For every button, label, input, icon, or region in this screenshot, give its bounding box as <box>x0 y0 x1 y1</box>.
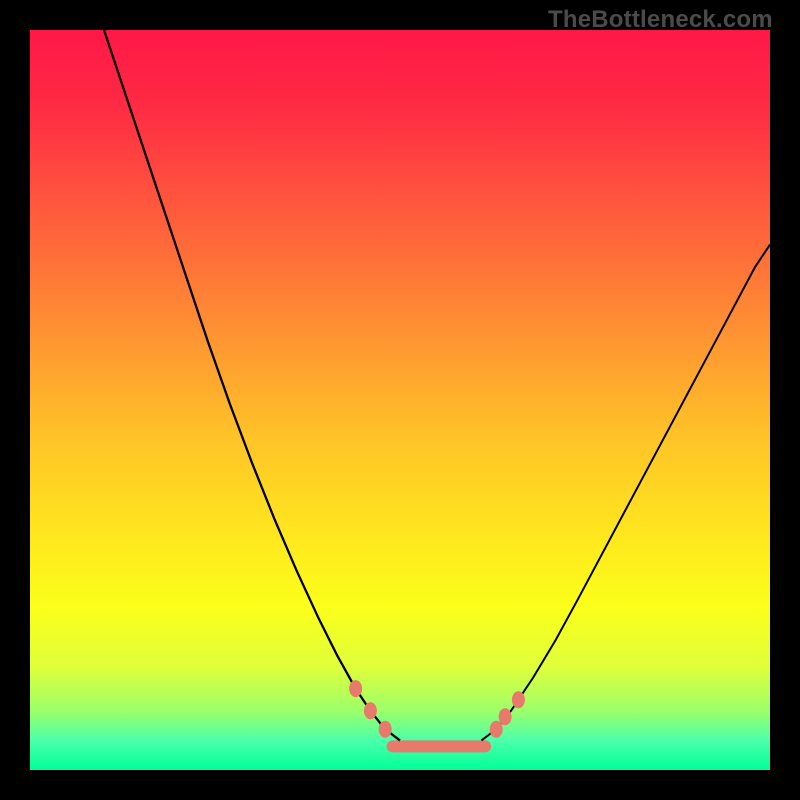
bottleneck-curve-chart <box>30 30 770 770</box>
marker-left-1 <box>364 702 377 719</box>
marker-left-0 <box>349 680 362 697</box>
marker-right-1 <box>499 708 512 725</box>
marker-right-0 <box>490 721 503 738</box>
marker-right-2 <box>512 691 525 708</box>
plot-area <box>30 30 770 770</box>
marker-left-2 <box>379 721 392 738</box>
watermark-text: TheBottleneck.com <box>548 6 773 34</box>
